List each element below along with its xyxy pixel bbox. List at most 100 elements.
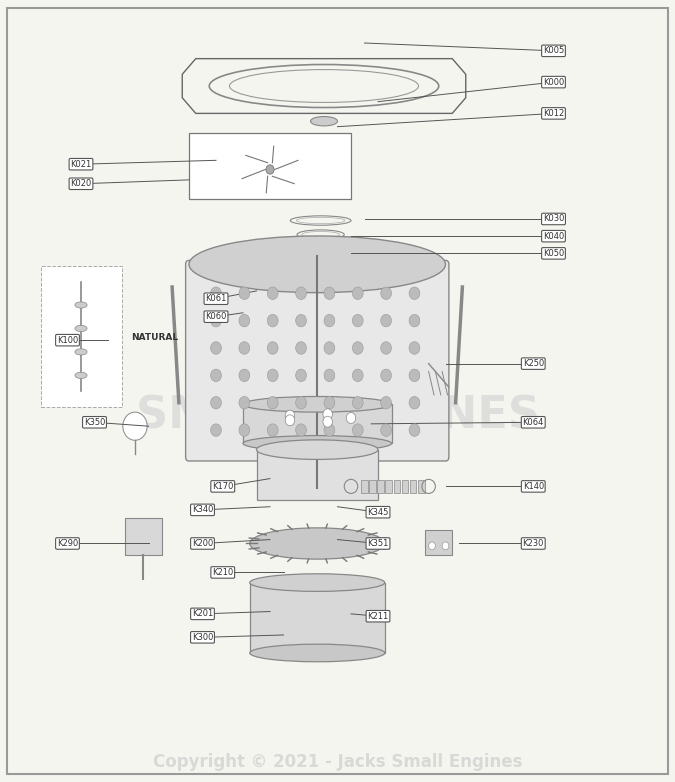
Ellipse shape [250, 644, 385, 662]
Ellipse shape [310, 117, 338, 126]
Ellipse shape [243, 436, 392, 451]
Text: K211: K211 [367, 612, 389, 621]
Circle shape [211, 314, 221, 327]
Text: K005: K005 [543, 46, 564, 56]
Text: NATURAL: NATURAL [132, 333, 179, 343]
Circle shape [409, 342, 420, 354]
Circle shape [324, 287, 335, 300]
Circle shape [346, 413, 356, 423]
Bar [189, 133, 351, 199]
Ellipse shape [75, 372, 87, 378]
Circle shape [267, 424, 278, 436]
Text: K020: K020 [70, 179, 92, 188]
Bar [256, 450, 378, 500]
Bar [250, 583, 385, 653]
Circle shape [352, 342, 363, 354]
Text: K021: K021 [70, 160, 92, 169]
Circle shape [267, 314, 278, 327]
Text: K230: K230 [522, 539, 544, 548]
Circle shape [409, 314, 420, 327]
Bar [377, 480, 384, 493]
Circle shape [286, 414, 295, 425]
Circle shape [381, 287, 392, 300]
Circle shape [381, 314, 392, 327]
Text: K350: K350 [84, 418, 105, 427]
Circle shape [352, 287, 363, 300]
Circle shape [239, 424, 250, 436]
Text: K300: K300 [192, 633, 213, 642]
Ellipse shape [189, 236, 446, 292]
Bar [369, 480, 376, 493]
Ellipse shape [256, 439, 378, 459]
Circle shape [211, 342, 221, 354]
Ellipse shape [75, 325, 87, 332]
Circle shape [267, 342, 278, 354]
Text: K050: K050 [543, 249, 564, 258]
Circle shape [239, 342, 250, 354]
Circle shape [123, 412, 147, 440]
Circle shape [324, 314, 335, 327]
Bar [402, 480, 408, 493]
Text: K340: K340 [192, 505, 213, 515]
Circle shape [324, 369, 335, 382]
Ellipse shape [243, 396, 392, 412]
Ellipse shape [75, 302, 87, 308]
Text: K040: K040 [543, 231, 564, 241]
FancyBboxPatch shape [186, 260, 449, 461]
Circle shape [409, 424, 420, 436]
Text: K140: K140 [522, 482, 544, 491]
Circle shape [409, 396, 420, 409]
Circle shape [239, 396, 250, 409]
Circle shape [211, 287, 221, 300]
Bar [385, 480, 392, 493]
Circle shape [323, 409, 332, 420]
Bar [425, 530, 452, 555]
Circle shape [296, 342, 306, 354]
Text: K201: K201 [192, 609, 213, 619]
Circle shape [239, 314, 250, 327]
Circle shape [352, 369, 363, 382]
Ellipse shape [250, 574, 385, 591]
Circle shape [296, 424, 306, 436]
Circle shape [381, 396, 392, 409]
Circle shape [267, 287, 278, 300]
Text: K064: K064 [522, 418, 544, 427]
Circle shape [324, 342, 335, 354]
Circle shape [323, 416, 332, 427]
Bar [418, 480, 425, 493]
Circle shape [266, 165, 274, 174]
Text: Copyright © 2021 - Jacks Small Engines: Copyright © 2021 - Jacks Small Engines [153, 753, 522, 772]
Bar [40, 266, 122, 407]
Text: K170: K170 [212, 482, 234, 491]
Text: K012: K012 [543, 109, 564, 118]
Circle shape [352, 314, 363, 327]
Circle shape [429, 542, 435, 550]
Circle shape [381, 424, 392, 436]
Text: K345: K345 [367, 508, 389, 517]
Text: K100: K100 [57, 335, 78, 345]
Circle shape [352, 396, 363, 409]
Circle shape [381, 369, 392, 382]
Text: K061: K061 [205, 294, 227, 303]
Circle shape [381, 342, 392, 354]
Circle shape [296, 314, 306, 327]
Ellipse shape [250, 528, 385, 559]
Bar [243, 404, 392, 443]
Circle shape [324, 396, 335, 409]
Text: K030: K030 [543, 214, 564, 224]
Bar [410, 480, 416, 493]
Text: K250: K250 [522, 359, 544, 368]
Text: K290: K290 [57, 539, 78, 548]
Circle shape [296, 287, 306, 300]
Text: K000: K000 [543, 77, 564, 87]
Circle shape [239, 369, 250, 382]
Circle shape [239, 287, 250, 300]
Circle shape [409, 287, 420, 300]
Circle shape [211, 369, 221, 382]
Circle shape [267, 369, 278, 382]
Circle shape [296, 369, 306, 382]
Circle shape [211, 396, 221, 409]
Circle shape [267, 396, 278, 409]
Text: K200: K200 [192, 539, 213, 548]
Circle shape [324, 424, 335, 436]
